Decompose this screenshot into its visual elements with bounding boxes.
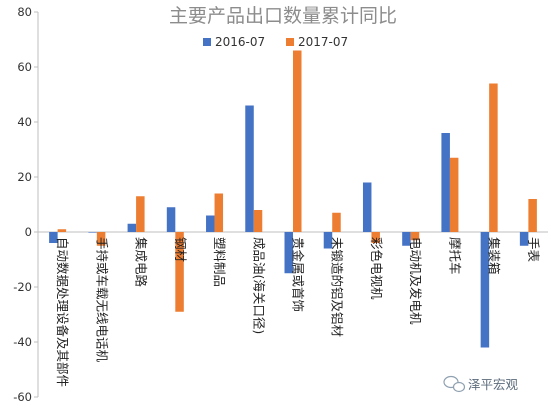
y-tick-label: 80 bbox=[17, 5, 32, 19]
bar-series-1 bbox=[127, 223, 137, 232]
chart-title: 主要产品出口数量累计同比 bbox=[169, 5, 397, 27]
bar-series-1 bbox=[166, 207, 176, 232]
legend-label: 2017-07 bbox=[298, 35, 348, 49]
category-label: 电动机及发电机 bbox=[408, 237, 423, 325]
y-tick-label: -40 bbox=[13, 335, 32, 349]
bar-series-1 bbox=[362, 182, 372, 232]
bar-series-1 bbox=[323, 232, 333, 249]
y-tick-label: 20 bbox=[17, 170, 32, 184]
bars bbox=[49, 50, 537, 348]
watermark-text: 泽平宏观 bbox=[468, 377, 519, 392]
axes: -60 -40 -20 0 20 40 60 80 bbox=[13, 5, 548, 404]
legend-swatch bbox=[203, 38, 211, 46]
category-labels: 自动数据处理设备及其部件 手持或车载无线电话机 集成电路 钢材 塑料制品 成品油(海关口径… bbox=[55, 237, 541, 387]
bar-series-2 bbox=[489, 83, 498, 232]
bar-series-1 bbox=[206, 215, 215, 232]
bar-series-2 bbox=[136, 196, 145, 232]
category-label: 未锻造的铝及铝材 bbox=[330, 237, 345, 337]
y-tick-label: 40 bbox=[17, 115, 32, 129]
legend-label: 2016-07 bbox=[215, 35, 265, 49]
bar-series-1 bbox=[284, 232, 293, 274]
bar-series-2 bbox=[371, 232, 380, 243]
category-label: 集装箱 bbox=[487, 237, 502, 275]
bar-series-2 bbox=[293, 50, 302, 232]
bar-series-2 bbox=[253, 210, 263, 232]
category-label: 钢材 bbox=[173, 237, 188, 262]
bar-series-2 bbox=[214, 193, 224, 232]
watermark: 泽平宏观 bbox=[443, 375, 519, 393]
bar-series-2 bbox=[449, 157, 459, 232]
bar-series-2 bbox=[410, 232, 420, 241]
bar-series-1 bbox=[519, 232, 529, 246]
y-tick-label: -20 bbox=[13, 280, 32, 294]
y-tick-label: 60 bbox=[17, 60, 32, 74]
bar-series-1 bbox=[441, 133, 450, 232]
category-label: 自动数据处理设备及其部件 bbox=[55, 237, 70, 387]
category-label: 手表 bbox=[526, 237, 541, 263]
category-label: 贵金属或首饰 bbox=[291, 237, 306, 312]
legend-swatch bbox=[286, 38, 294, 46]
bar-series-1 bbox=[49, 232, 58, 243]
bar-series-2 bbox=[96, 232, 106, 246]
category-label: 成品油(海关口径) bbox=[251, 237, 266, 334]
category-label: 手持或车载无线电话机 bbox=[94, 237, 109, 363]
bar-series-1 bbox=[88, 232, 97, 233]
y-tick-label: 0 bbox=[25, 225, 32, 239]
category-label: 集成电路 bbox=[134, 237, 149, 288]
wechat-icon bbox=[443, 375, 466, 393]
bar-series-2 bbox=[332, 212, 341, 232]
category-label: 塑料制品 bbox=[212, 237, 227, 287]
bar-series-2 bbox=[57, 229, 67, 232]
legend: 2016-07 2017-07 bbox=[203, 35, 348, 49]
bar-series-2 bbox=[528, 199, 537, 232]
bar-series-1 bbox=[402, 232, 411, 246]
category-label: 摩托车 bbox=[447, 237, 462, 275]
y-tick-label: -60 bbox=[13, 390, 32, 404]
bar-series-2 bbox=[175, 232, 184, 312]
category-label: 彩色电视机 bbox=[369, 237, 384, 300]
bar-series-1 bbox=[480, 232, 490, 348]
bar-series-1 bbox=[245, 105, 254, 232]
